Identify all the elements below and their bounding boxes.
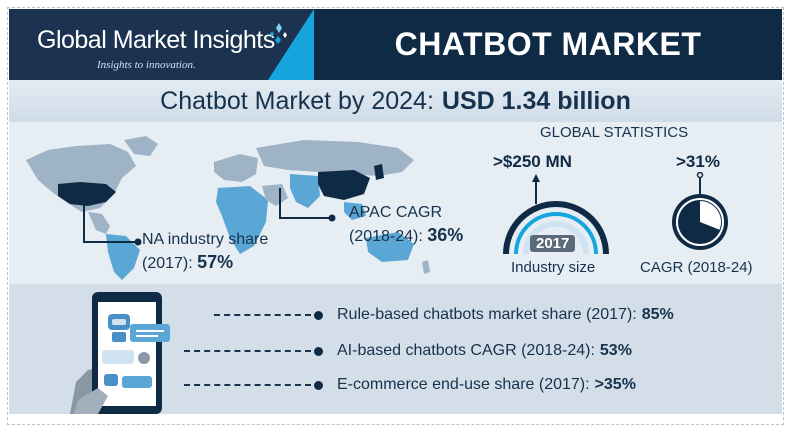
industry-size-year: 2017 bbox=[530, 235, 576, 252]
robot-icon bbox=[108, 314, 130, 342]
bullet-rule-based: Rule-based chatbots market share (2017):… bbox=[214, 306, 674, 324]
bullet-value: 85% bbox=[641, 306, 674, 323]
globe-sparkle-icon bbox=[270, 23, 287, 44]
bullet-connector bbox=[184, 350, 311, 352]
brand-name: Global Market Insights bbox=[37, 26, 275, 54]
page-title: CHATBOT MARKET bbox=[394, 26, 702, 62]
bullet-ecommerce: E-commerce end-use share (2017): >35% bbox=[184, 376, 636, 394]
brand-logo: Global Market Insights Insights to innov… bbox=[9, 9, 314, 80]
subtitle-band bbox=[9, 80, 782, 122]
bullet-dot bbox=[314, 346, 323, 356]
subtitle-text: Chatbot Market by 2024: bbox=[160, 86, 434, 115]
industry-size-value: >$250 MN bbox=[493, 152, 572, 171]
bullet-dot bbox=[314, 310, 323, 320]
cagr-label: CAGR (2018-24) bbox=[640, 259, 753, 276]
bullet-label: AI-based chatbots CAGR (2018-24): bbox=[337, 342, 595, 359]
header: Global Market Insights Insights to innov… bbox=[9, 9, 782, 80]
apac-callout-line1: APAC CAGR bbox=[349, 204, 443, 221]
apac-cagr-callout: APAC CAGR (2018-24): 36% bbox=[349, 202, 463, 248]
bullet-dot bbox=[314, 380, 323, 390]
subtitle: Chatbot Market by 2024: USD 1.34 billion bbox=[13, 80, 778, 122]
logo-accent-shape bbox=[268, 9, 314, 80]
user-icon bbox=[138, 352, 150, 364]
apac-callout-value: 36% bbox=[427, 225, 464, 245]
world-map bbox=[26, 136, 430, 280]
pie-icon bbox=[672, 172, 728, 250]
bullet-ai-based: AI-based chatbots CAGR (2018-24): 53% bbox=[184, 342, 632, 360]
na-callout-value: 57% bbox=[197, 252, 234, 272]
industry-size-label: Industry size bbox=[511, 259, 596, 276]
bullet-value: >35% bbox=[594, 376, 636, 393]
na-share-callout: NA industry share (2017): 57% bbox=[142, 229, 268, 275]
bullet-value: 53% bbox=[599, 342, 632, 359]
brand-tagline: Insights to innovation. bbox=[97, 59, 196, 71]
apac-callout-line2: (2018-24): bbox=[349, 228, 423, 245]
gauge-icon bbox=[503, 174, 609, 255]
bullet-connector bbox=[184, 384, 311, 386]
na-callout-line2: (2017): bbox=[142, 255, 193, 272]
global-statistics-title: GLOBAL STATISTICS bbox=[540, 124, 689, 141]
bullet-label: Rule-based chatbots market share (2017): bbox=[337, 306, 637, 323]
smartphone-chat-icon bbox=[70, 292, 170, 414]
bullet-connector bbox=[214, 314, 311, 316]
subtitle-value: USD 1.34 billion bbox=[441, 86, 631, 115]
cagr-pie-slice bbox=[700, 201, 722, 230]
na-callout-line1: NA industry share bbox=[142, 231, 269, 248]
cagr-value: >31% bbox=[676, 152, 720, 171]
bullet-label: E-commerce end-use share (2017): bbox=[337, 376, 590, 393]
